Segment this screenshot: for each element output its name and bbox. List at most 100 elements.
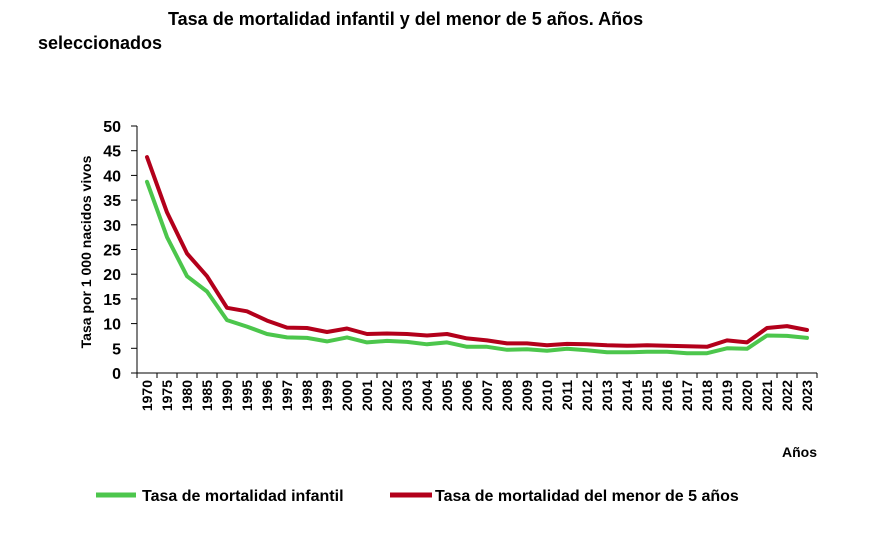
chart-title-line1: Tasa de mortalidad infantil y del menor … [168, 9, 643, 29]
legend: Tasa de mortalidad infantil Tasa de mort… [96, 488, 739, 505]
data-point [245, 310, 249, 313]
x-tick-label: 2022 [779, 380, 795, 411]
data-point [305, 326, 309, 330]
data-point [165, 211, 169, 214]
data-point [765, 326, 769, 330]
x-tick-label: 2010 [539, 380, 555, 411]
data-point [445, 332, 449, 336]
y-tick-label: 30 [103, 218, 121, 235]
x-tick-label: 2000 [339, 380, 355, 411]
data-point [385, 332, 389, 335]
y-tick-label: 20 [103, 267, 121, 284]
data-point [725, 347, 729, 350]
data-point [345, 327, 349, 330]
x-tick-label: 2009 [519, 380, 535, 411]
legend-label-menor-5: Tasa de mortalidad del menor de 5 años [435, 488, 739, 505]
data-point [265, 319, 269, 322]
series-lines [145, 155, 809, 356]
data-point [285, 326, 289, 329]
data-point [245, 325, 249, 328]
data-point [365, 341, 369, 344]
x-tick-label: 2002 [379, 380, 395, 411]
data-point [405, 340, 409, 344]
data-point [445, 341, 449, 344]
x-tick-label: 1990 [219, 380, 235, 411]
x-tick-label: 2018 [699, 380, 715, 411]
data-point [625, 344, 629, 348]
x-tick-label: 2008 [499, 380, 515, 411]
y-tick-label: 45 [103, 144, 121, 161]
x-tick-label: 1996 [259, 380, 275, 411]
y-tick-label: 0 [112, 366, 121, 383]
data-point [265, 332, 269, 336]
x-tick-label: 2023 [799, 380, 815, 411]
data-point [585, 349, 589, 352]
data-point [565, 347, 569, 350]
data-point [325, 330, 329, 334]
data-point [765, 334, 769, 337]
data-point [385, 339, 389, 343]
x-tick-label: 1970 [139, 380, 155, 411]
data-point [545, 344, 549, 347]
data-point [705, 352, 709, 355]
x-tick-label: 2019 [719, 380, 735, 411]
x-tick-label: 1985 [199, 380, 215, 411]
y-axis-label: Tasa por 1 000 nacidos vivos [78, 155, 94, 348]
data-point [465, 337, 469, 340]
x-tick-label: 2007 [479, 380, 495, 411]
y-tick-label: 25 [103, 243, 121, 260]
data-point [525, 342, 529, 345]
x-tick-label: 2001 [359, 380, 375, 411]
x-tick-label: 1999 [319, 380, 335, 411]
data-point [665, 344, 669, 348]
data-point [185, 274, 189, 278]
x-tick-label: 2017 [679, 380, 695, 411]
x-tick-label: 2012 [579, 380, 595, 411]
data-point [325, 340, 329, 343]
data-point [605, 344, 609, 347]
x-axis-ticks: 1970 1975 1980 1985 1990 1995 1996 1997 1998 1999… [136, 373, 818, 411]
data-point [345, 336, 349, 339]
data-point [205, 274, 209, 278]
data-point [365, 332, 369, 336]
x-tick-label: 2021 [759, 380, 775, 411]
y-tick-label: 50 [103, 119, 121, 136]
data-point [785, 324, 789, 328]
data-point [785, 334, 789, 338]
data-point [685, 352, 689, 355]
axes [136, 126, 817, 374]
x-tick-label: 1975 [159, 380, 175, 411]
data-point [805, 336, 809, 340]
x-tick-label: 2020 [739, 380, 755, 411]
y-tick-label: 5 [112, 341, 121, 358]
x-tick-label: 2003 [399, 380, 415, 411]
data-point [145, 155, 149, 159]
data-point [625, 351, 629, 354]
data-point [505, 348, 509, 351]
x-axis-label: Años [782, 444, 817, 460]
x-tick-label: 2013 [599, 380, 615, 411]
data-point [165, 235, 169, 239]
chart-title-line2: seleccionados [38, 33, 162, 53]
data-point [405, 332, 409, 336]
data-point [665, 350, 669, 353]
data-point [285, 336, 289, 339]
x-tick-label: 2004 [419, 380, 435, 411]
y-tick-label: 35 [103, 193, 121, 210]
x-tick-label: 2006 [459, 380, 475, 411]
data-point [425, 334, 429, 337]
data-point [205, 290, 209, 293]
data-point [745, 347, 749, 350]
data-point [565, 342, 569, 346]
x-tick-label: 1995 [239, 380, 255, 411]
x-tick-label: 2014 [619, 380, 635, 411]
y-axis-ticks: 0 5 10 15 20 25 30 35 40 45 50 [103, 119, 137, 383]
x-tick-label: 1980 [179, 380, 195, 411]
data-point [525, 348, 529, 351]
data-point [145, 180, 149, 184]
data-point [545, 349, 549, 352]
x-tick-label: 2016 [659, 380, 675, 411]
data-point [225, 306, 229, 309]
x-tick-label: 2005 [439, 380, 455, 411]
data-point [585, 343, 589, 346]
